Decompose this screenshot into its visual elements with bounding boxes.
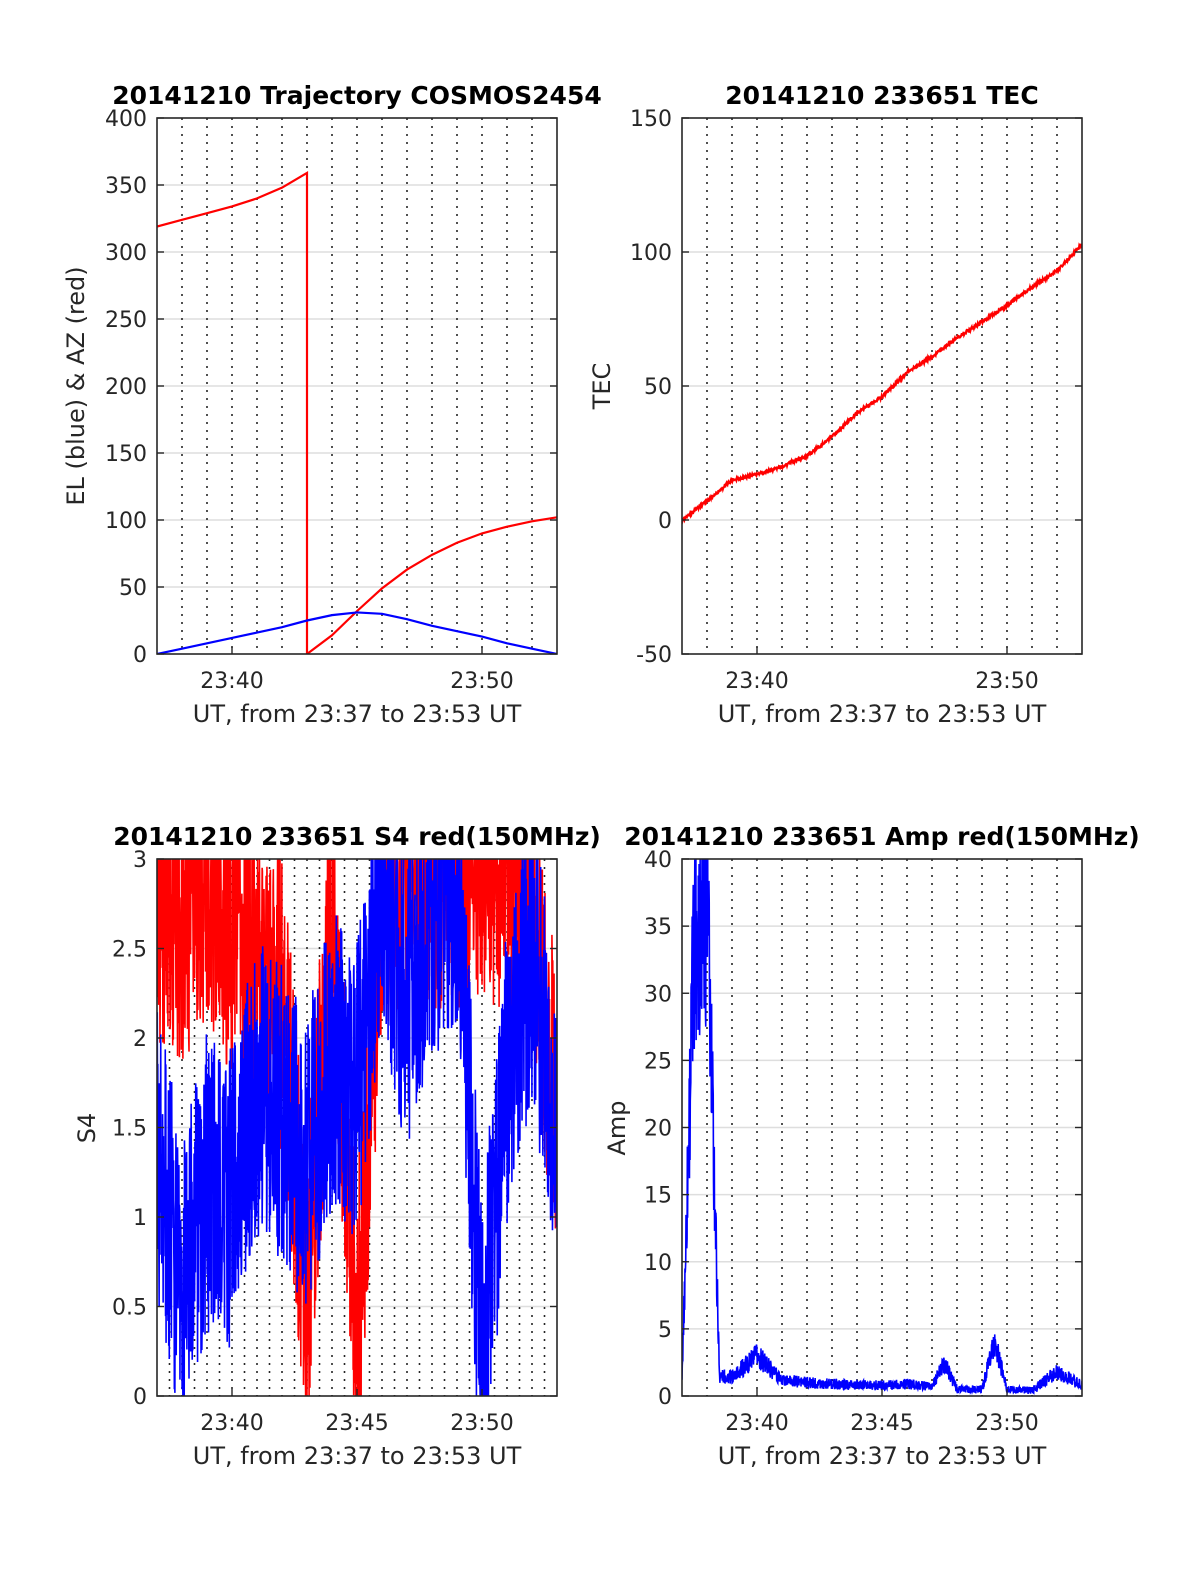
- amp-ticks: 0 5 10 15 20 25 30 35 40 23:40 23:45 23:50: [644, 848, 1082, 1436]
- s4-series-1-line: [157, 859, 557, 1396]
- trajectory-panel: 0 50 100 150 200 250 300 350 400 23:40 23:50 20141…: [62, 81, 602, 728]
- trajectory-ytick-label: 100: [105, 509, 147, 534]
- trajectory-series-1-line: [157, 611, 557, 654]
- trajectory-ytick-label: 50: [119, 576, 147, 601]
- amp-ytick-label: 10: [644, 1251, 672, 1276]
- s4-ylabel: S4: [73, 1113, 101, 1144]
- amp-xtick-label: 23:40: [725, 1411, 788, 1436]
- s4-ytick-label: 0.5: [112, 1296, 147, 1321]
- s4-ytick-label: 1: [133, 1206, 147, 1231]
- tec-panel: -50 0 50 100 150 23:40 23:50 20141210 233651 T…: [588, 81, 1083, 728]
- s4-xlabel: UT, from 23:37 to 23:53 UT: [193, 1442, 522, 1470]
- amp-series-0-line: [682, 859, 1082, 1396]
- s4-ticks: 0 0.5 1 1.5 2 2.5 3 23:40 23:45 23:50: [112, 848, 557, 1436]
- trajectory-ytick-label: 250: [105, 308, 147, 333]
- tec-xlabel: UT, from 23:37 to 23:53 UT: [718, 700, 1047, 728]
- trajectory-xtick-label: 23:50: [450, 669, 513, 694]
- s4-ytick-label: 3: [133, 848, 147, 873]
- amp-ytick-label: 30: [644, 982, 672, 1007]
- tec-ytick-label: 100: [630, 241, 672, 266]
- tec-ylabel: TEC: [588, 363, 616, 411]
- amp-series: [682, 859, 1082, 1396]
- s4-title: 20141210 233651 S4 red(150MHz): [113, 822, 601, 851]
- amp-ytick-label: 20: [644, 1117, 672, 1142]
- amp-ytick-label: 0: [658, 1385, 672, 1410]
- s4-ytick-label: 0: [133, 1385, 147, 1410]
- s4-ytick-label: 2: [133, 1027, 147, 1052]
- amp-xlabel: UT, from 23:37 to 23:53 UT: [718, 1442, 1047, 1470]
- trajectory-xtick-label: 23:40: [200, 669, 263, 694]
- s4-xtick-label: 23:40: [200, 1411, 263, 1436]
- s4-series: [157, 859, 557, 1396]
- tec-series: [682, 242, 1082, 525]
- s4-panel: 0 0.5 1 1.5 2 2.5 3 23:40 23:45 23:50 20141210 23…: [73, 822, 601, 1470]
- trajectory-series: [157, 171, 557, 654]
- tec-ticks: -50 0 50 100 150 23:40 23:50: [630, 107, 1082, 694]
- tec-grid: [682, 118, 1082, 654]
- amp-ytick-label: 35: [644, 915, 672, 940]
- trajectory-ytick-label: 0: [133, 643, 147, 668]
- amp-xtick-label: 23:50: [975, 1411, 1038, 1436]
- s4-series-0-line: [157, 859, 557, 1396]
- trajectory-ytick-label: 400: [105, 107, 147, 132]
- amp-panel: 0 5 10 15 20 25 30 35 40 23:40 23:45 23:50 20141210…: [603, 822, 1140, 1470]
- tec-ytick-label: -50: [636, 643, 672, 668]
- tec-ytick-label: 50: [644, 375, 672, 400]
- s4-xtick-label: 23:50: [450, 1411, 513, 1436]
- trajectory-ytick-label: 200: [105, 375, 147, 400]
- tec-xtick-label: 23:40: [725, 669, 788, 694]
- trajectory-ytick-label: 300: [105, 241, 147, 266]
- s4-ytick-label: 2.5: [112, 938, 147, 963]
- trajectory-ylabel: EL (blue) & AZ (red): [62, 266, 90, 505]
- amp-ytick-label: 25: [644, 1049, 672, 1074]
- amp-ylabel: Amp: [603, 1100, 631, 1155]
- s4-ytick-label: 1.5: [112, 1117, 147, 1142]
- tec-series-0-line: [682, 242, 1082, 525]
- amp-ytick-label: 15: [644, 1184, 672, 1209]
- tec-xtick-label: 23:50: [975, 669, 1038, 694]
- trajectory-ytick-label: 150: [105, 442, 147, 467]
- s4-xtick-label: 23:45: [325, 1411, 388, 1436]
- amp-xtick-label: 23:45: [850, 1411, 913, 1436]
- trajectory-xlabel: UT, from 23:37 to 23:53 UT: [193, 700, 522, 728]
- amp-ytick-label: 40: [644, 848, 672, 873]
- trajectory-title: 20141210 Trajectory COSMOS2454: [112, 81, 602, 110]
- trajectory-ytick-label: 350: [105, 174, 147, 199]
- trajectory-ticks: 0 50 100 150 200 250 300 350 400 23:40 23:50: [105, 107, 557, 694]
- amp-ytick-label: 5: [658, 1318, 672, 1343]
- trajectory-series-0-line: [157, 171, 557, 654]
- amp-title: 20141210 233651 Amp red(150MHz): [624, 822, 1140, 851]
- tec-ytick-label: 0: [658, 509, 672, 534]
- tec-title: 20141210 233651 TEC: [725, 81, 1038, 110]
- trajectory-grid: [157, 118, 557, 654]
- tec-ytick-label: 150: [630, 107, 672, 132]
